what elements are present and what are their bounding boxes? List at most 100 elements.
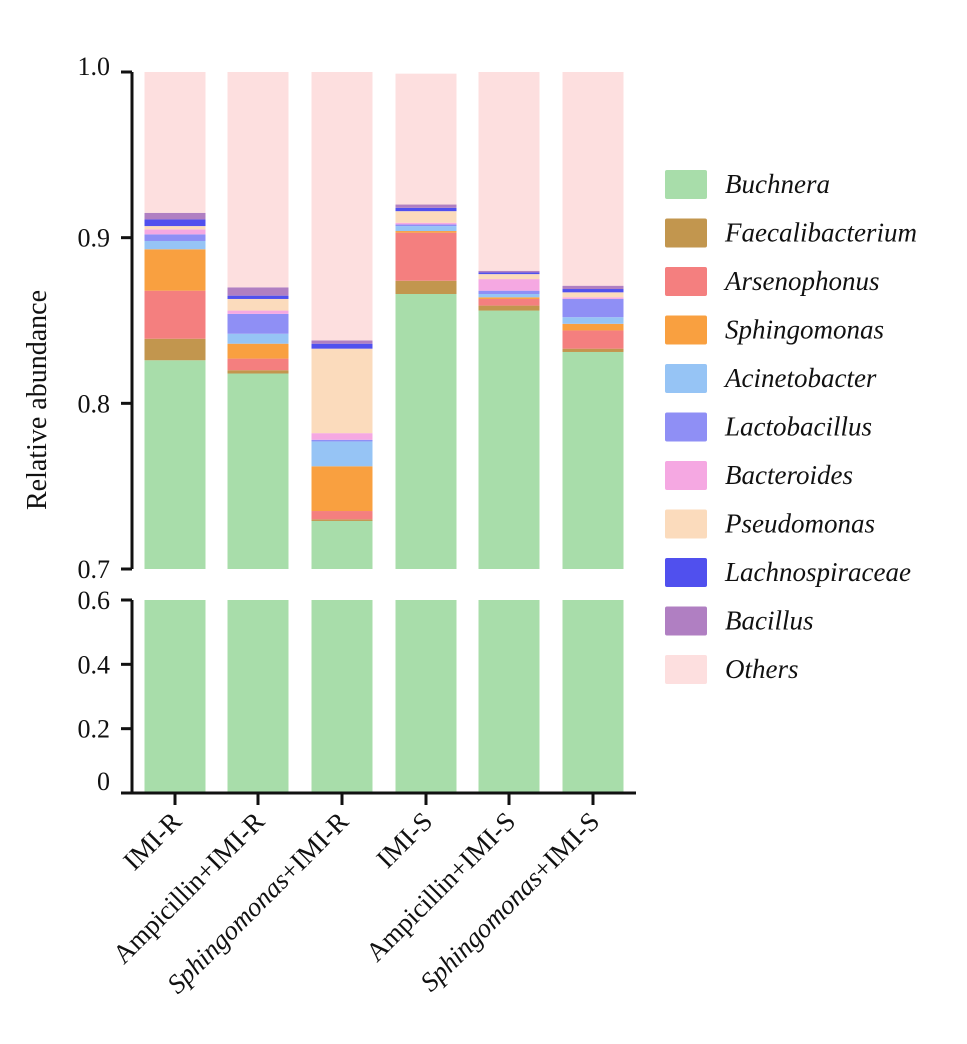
bar-segment-bacteroides-2 (227, 310, 289, 314)
bar-segment-others-6 (562, 72, 624, 286)
bar-segment-arsenophonus-4 (395, 232, 457, 281)
legend-label-sphingomonas: Sphingomonas (725, 315, 884, 345)
bar-segment-pseudomonas-6 (562, 292, 624, 298)
bar-segment-lactobacillus-6 (562, 298, 624, 318)
bar-segment-faecalibacterium-4 (395, 280, 457, 294)
bar-segment-sphingomonas-4 (395, 231, 457, 233)
bar-segment-lachnospiraceae-6 (562, 289, 624, 293)
bar-segment-bacillus-3 (311, 340, 373, 344)
bar-segment-sphingomonas-1 (144, 249, 206, 291)
bar-segment-buchnera-lower-6 (562, 600, 624, 793)
bar-segment-acinetobacter-1 (144, 240, 206, 250)
bar-segment-pseudomonas-1 (144, 226, 206, 230)
legend-label-buchnera: Buchnera (725, 169, 830, 199)
legend-label-others: Others (725, 654, 799, 684)
bar-segment-others-4 (395, 73, 457, 205)
bar-segment-lactobacillus-3 (311, 439, 373, 442)
bar-segment-faecalibacterium-5 (478, 305, 540, 311)
y-tick-label-upper-1: 0.8 (78, 389, 111, 418)
bar-segment-pseudomonas-2 (227, 298, 289, 311)
legend-swatch-bacteroides (665, 461, 707, 490)
bar-segment-lachnospiraceae-5 (478, 272, 540, 275)
legend-swatch-arsenophonus (665, 267, 707, 296)
legend-swatch-buchnera (665, 170, 707, 199)
bar-segment-bacteroides-4 (395, 222, 457, 225)
legend-swatch-bacillus (665, 606, 707, 636)
bar-segment-sphingomonas-3 (311, 466, 373, 512)
bar-segment-buchnera-4 (395, 293, 457, 569)
bar-segment-bacillus-6 (562, 285, 624, 290)
bar-segment-others-5 (478, 72, 540, 271)
legend-label-bacillus: Bacillus (725, 606, 814, 636)
bar-segment-pseudomonas-5 (478, 274, 540, 280)
y-tick-label-lower-0: 0 (97, 767, 110, 796)
legend-label-bacteroides: Bacteroides (725, 460, 853, 490)
x-category-label-1: IMI-R (117, 806, 187, 876)
y-tick-labels: 0.7 0.8 0.9 1.0 0 0.2 0.4 0.6 (78, 52, 111, 796)
bar-segment-bacillus-4 (395, 204, 457, 208)
bar-segment-acinetobacter-6 (562, 317, 624, 324)
bar-segment-arsenophonus-3 (311, 511, 373, 520)
bar-segment-buchnera-6 (562, 351, 624, 569)
bar-segment-arsenophonus-5 (478, 298, 540, 306)
bar-segment-bacteroides-1 (144, 229, 206, 235)
bar-segment-buchnera-3 (311, 520, 373, 569)
y-axis-title: Relative abundance (22, 290, 53, 510)
bar-segment-pseudomonas-3 (311, 348, 373, 434)
x-category-label-4: IMI-S (370, 806, 438, 874)
bar-segment-buchnera-lower-2 (227, 600, 289, 793)
bar-segment-faecalibacterium-2 (227, 370, 289, 374)
bar-segment-lachnospiraceae-3 (311, 343, 373, 349)
legend-swatch-lactobacillus (665, 412, 707, 442)
bar-segment-pseudomonas-4 (395, 211, 457, 223)
bar-segment-bacteroides-6 (562, 297, 624, 299)
legend-label-lachnospiraceae: Lachnospiraceae (724, 557, 911, 587)
bars-layer (144, 72, 624, 793)
bar-segment-others-3 (311, 72, 373, 341)
y-tick-label-upper-0: 0.7 (78, 555, 111, 584)
bar-segment-lachnospiraceae-4 (395, 207, 457, 212)
bar-segment-buchnera-lower-4 (395, 600, 457, 793)
bar-segment-buchnera-lower-5 (478, 600, 540, 793)
bar-segment-buchnera-1 (144, 360, 206, 569)
bar-segment-acinetobacter-5 (478, 293, 540, 298)
legend-label-arsenophonus: Arsenophonus (723, 266, 880, 296)
bar-segment-lachnospiraceae-1 (144, 219, 206, 227)
bar-segment-faecalibacterium-6 (562, 348, 624, 352)
y-tick-label-upper-3: 1.0 (78, 52, 111, 81)
bar-segment-lachnospiraceae-2 (227, 295, 289, 299)
x-category-label-2: Ampicillin+IMI-R (107, 806, 270, 969)
bar-segment-lactobacillus-2 (227, 313, 289, 334)
bar-segment-others-1 (144, 72, 206, 213)
legend-label-acinetobacter: Acinetobacter (723, 363, 877, 393)
y-tick-label-lower-1: 0.2 (78, 715, 111, 744)
bar-segment-bacteroides-5 (478, 279, 540, 291)
bar-segment-lactobacillus-5 (478, 290, 540, 294)
bar-segment-lactobacillus-4 (395, 224, 457, 227)
bar-segment-acinetobacter-3 (311, 441, 373, 467)
legend-swatch-others (665, 655, 707, 684)
bar-segment-buchnera-lower-1 (144, 600, 206, 793)
legend-label-lactobacillus: Lactobacillus (724, 412, 872, 442)
bar-segment-sphingomonas-6 (562, 323, 624, 331)
bar-segment-arsenophonus-1 (144, 290, 206, 339)
legend-swatch-acinetobacter (665, 364, 707, 393)
bar-segment-lactobacillus-1 (144, 234, 206, 241)
bar-segment-bacillus-2 (227, 287, 289, 296)
bar-segment-sphingomonas-2 (227, 343, 289, 359)
y-tick-label-lower-3: 0.6 (78, 586, 111, 615)
legend-label-pseudomonas: Pseudomonas (724, 509, 875, 539)
bar-segment-others-2 (227, 72, 289, 288)
bar-segment-bacteroides-3 (311, 433, 373, 440)
bar-segment-sphingomonas-5 (478, 297, 540, 299)
bar-segment-arsenophonus-6 (562, 330, 624, 349)
bar-segment-buchnera-lower-3 (311, 600, 373, 793)
bar-segment-bacillus-1 (144, 212, 206, 220)
bar-segment-buchnera-2 (227, 373, 289, 569)
legend-swatch-pseudomonas (665, 509, 707, 539)
bar-segment-faecalibacterium-3 (311, 519, 373, 521)
bar-segment-faecalibacterium-1 (144, 338, 206, 361)
bar-segment-acinetobacter-2 (227, 333, 289, 344)
